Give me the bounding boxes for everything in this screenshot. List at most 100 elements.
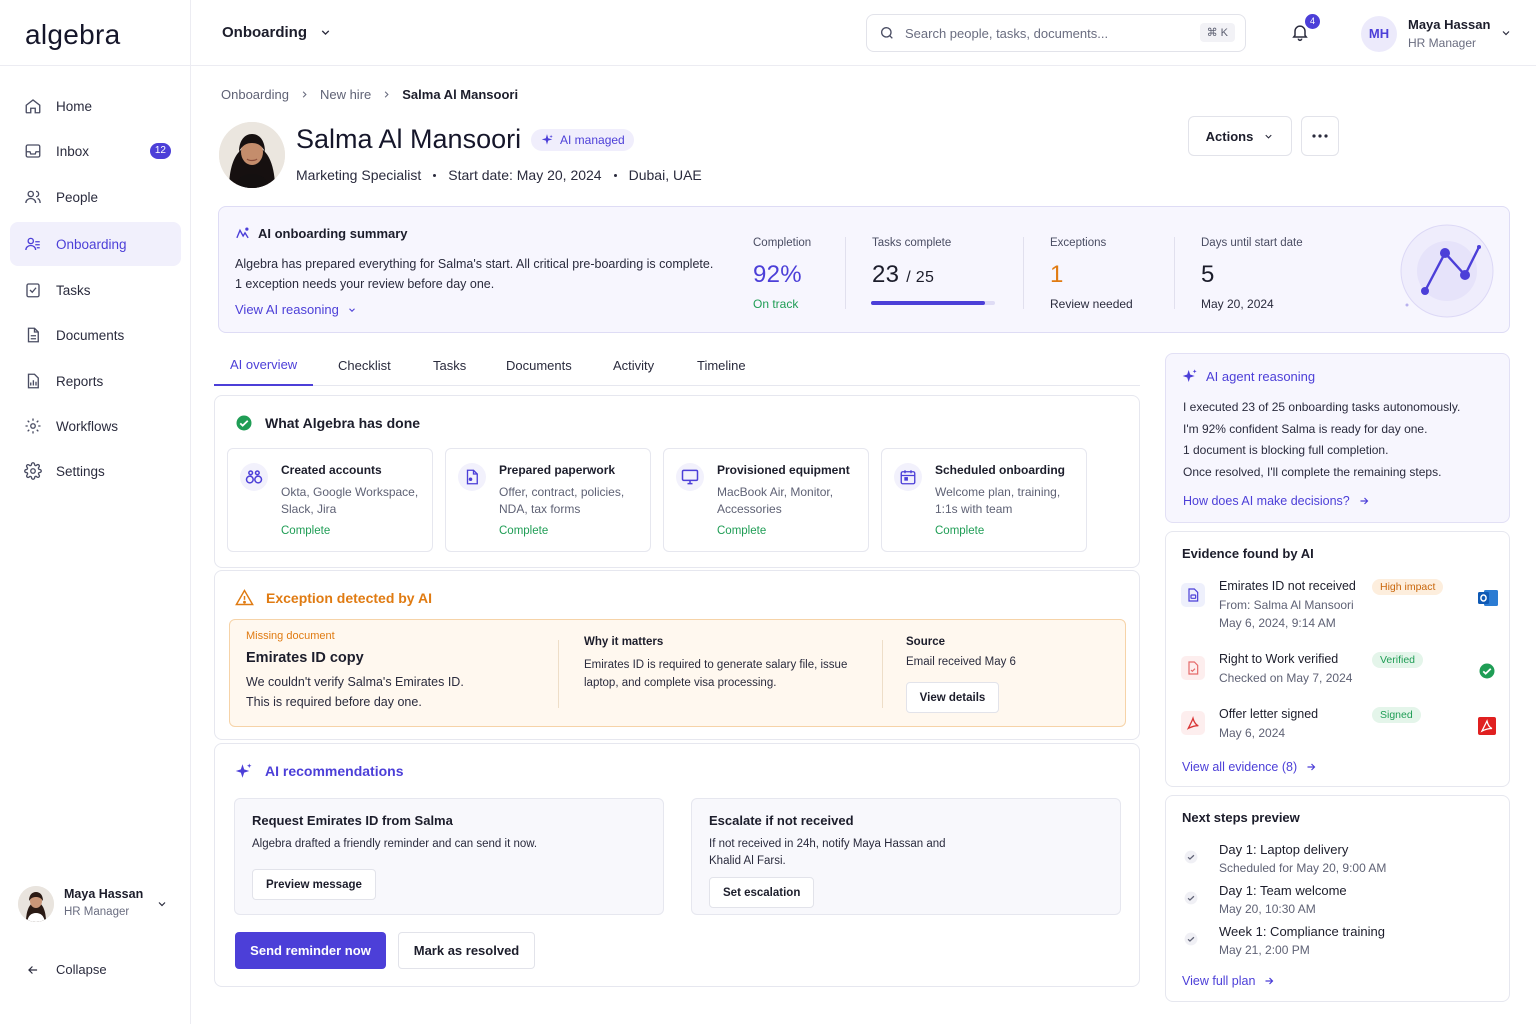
ai-recommendations-card: AI recommendations Request Emirates ID f… [214, 743, 1140, 987]
source-label: Source [906, 636, 945, 648]
sparkle-icon [540, 133, 554, 147]
breadcrumb-link[interactable]: Onboarding [221, 87, 289, 102]
done-item-title: Scheduled onboarding [935, 463, 1066, 477]
sidebar-item-workflows[interactable]: Workflows [10, 404, 181, 448]
sidebar-item-reports[interactable]: Reports [10, 359, 181, 403]
why-it-matters-label: Why it matters [584, 636, 664, 648]
tab-ai-overview[interactable]: AI overview [214, 345, 314, 386]
exceptions-stat: Exceptions 1 Review needed [1050, 237, 1133, 311]
next-step-title: Day 1: Laptop delivery [1219, 842, 1349, 857]
ai-network-illustration [1395, 221, 1499, 321]
stat-divider [1174, 237, 1175, 309]
next-step-title: Week 1: Compliance training [1219, 924, 1385, 939]
evidence-item-title: Right to Work verified [1219, 652, 1339, 666]
completed-work-header: What Algebra has done [235, 414, 420, 432]
signed-badge: Signed [1372, 707, 1421, 723]
done-item-paperwork[interactable]: Prepared paperwork Offer, contract, poli… [445, 448, 651, 552]
completed-work-card: What Algebra has done Created accounts O… [214, 395, 1140, 568]
collapse-label: Collapse [56, 962, 107, 977]
completion-status: On track [753, 297, 799, 311]
documents-icon [24, 326, 42, 344]
arrow-right-icon [1305, 761, 1317, 773]
tab-timeline[interactable]: Timeline [697, 358, 746, 373]
exception-type-label: Missing document [246, 630, 335, 642]
more-horizontal-icon [1312, 134, 1328, 138]
sidebar-item-home[interactable]: Home [10, 84, 181, 128]
done-item-desc: Okta, Google Workspace, Slack, Jira [281, 485, 419, 516]
profile-meta: Marketing Specialist Start date: May 20,… [296, 167, 702, 183]
sidebar-item-tasks[interactable]: Tasks [10, 268, 181, 312]
profile-photo [219, 122, 285, 188]
view-all-evidence-link[interactable]: View all evidence (8) [1182, 760, 1317, 774]
top-bar [191, 0, 1536, 66]
done-item-title: Created accounts [281, 463, 382, 477]
more-options-button[interactable] [1301, 116, 1339, 156]
view-full-plan-link[interactable]: View full plan [1182, 974, 1275, 988]
tab-documents[interactable]: Documents [506, 358, 572, 373]
actions-dropdown-button[interactable]: Actions [1188, 116, 1292, 156]
completion-value: 92% [753, 261, 802, 288]
done-item-desc: MacBook Air, Monitor, Accessories [717, 485, 834, 516]
notifications-button[interactable] [1290, 22, 1310, 42]
how-ai-decides-link[interactable]: How does AI make decisions? [1183, 494, 1370, 508]
sidebar-item-label: Reports [56, 373, 104, 389]
bell-icon [1290, 22, 1310, 42]
done-item-status: Complete [717, 525, 767, 537]
exception-title: Exception detected by AI [266, 589, 432, 606]
app-logo[interactable]: algebra [25, 19, 121, 50]
sidebar-item-documents[interactable]: Documents [10, 313, 181, 357]
calendar-icon [894, 463, 922, 491]
sidebar-user-menu[interactable]: Maya Hassan HR Manager [18, 884, 178, 924]
sidebar-item-label: Settings [56, 463, 105, 479]
module-switcher[interactable]: Onboarding [222, 24, 332, 41]
done-item-accounts[interactable]: Created accounts Okta, Google Workspace,… [227, 448, 433, 552]
mark-resolved-button[interactable]: Mark as resolved [398, 932, 535, 969]
header-user-avatar[interactable]: MH [1361, 16, 1397, 52]
done-item-equipment[interactable]: Provisioned equipment MacBook Air, Monit… [663, 448, 869, 552]
completed-work-title: What Algebra has done [265, 415, 421, 431]
sidebar-item-inbox[interactable]: Inbox 12 [10, 129, 181, 173]
send-reminder-button[interactable]: Send reminder now [235, 932, 386, 969]
view-ai-reasoning-link[interactable]: View AI reasoning [235, 302, 357, 317]
done-item-schedule[interactable]: Scheduled onboarding Welcome plan, train… [881, 448, 1087, 552]
exception-detail-box: Missing document Emirates ID copy We cou… [229, 619, 1126, 727]
view-all-evidence-label: View all evidence (8) [1182, 760, 1298, 774]
impact-badge: High impact [1372, 579, 1444, 595]
start-date-sub: May 20, 2024 [1201, 297, 1274, 311]
stat-divider [845, 237, 846, 309]
tab-tasks[interactable]: Tasks [433, 358, 467, 373]
exception-header: Exception detected by AI [235, 589, 432, 606]
sidebar-user-avatar [18, 886, 54, 922]
next-step-time: May 20, 10:30 AM [1219, 902, 1316, 916]
chevron-down-icon[interactable] [1500, 27, 1512, 39]
view-details-button[interactable]: View details [906, 682, 999, 713]
header-user-menu[interactable]: Maya Hassan HR Manager [1408, 17, 1490, 50]
header-user-name: Maya Hassan [1408, 17, 1491, 32]
tab-checklist[interactable]: Checklist [338, 358, 391, 373]
recommendation-title: Request Emirates ID from Salma [252, 813, 453, 828]
sidebar-item-people[interactable]: People [10, 175, 181, 219]
stat-label: Tasks complete [872, 237, 952, 249]
done-item-desc: Offer, contract, policies, NDA, tax form… [499, 485, 625, 516]
sidebar-item-settings[interactable]: Settings [10, 449, 181, 493]
checkmark-icon [1184, 891, 1198, 905]
set-escalation-button[interactable]: Set escalation [709, 877, 815, 908]
separator-dot [613, 173, 617, 177]
breadcrumb-link[interactable]: New hire [319, 87, 372, 102]
home-icon [24, 97, 42, 115]
summary-line: 1 exception needs your review before day… [235, 277, 495, 291]
reasoning-line: I executed 23 of 25 onboarding tasks aut… [1183, 400, 1461, 414]
module-label: Onboarding [222, 24, 307, 41]
sidebar-item-onboarding[interactable]: Onboarding [10, 222, 181, 266]
breadcrumb: Onboarding New hire Salma Al Mansoori [221, 87, 518, 102]
global-search-input[interactable]: Search people, tasks, documents... ⌘ K [866, 14, 1246, 52]
tab-activity[interactable]: Activity [613, 358, 655, 373]
preview-message-button[interactable]: Preview message [252, 869, 376, 900]
document-icon [458, 463, 486, 491]
done-item-title: Provisioned equipment [717, 463, 850, 477]
recommendation-desc: If not received in 24h, notify Maya Hass… [709, 838, 946, 867]
ai-managed-label: AI managed [560, 133, 625, 147]
people-icon [24, 188, 42, 206]
collapse-sidebar-button[interactable]: Collapse [26, 962, 107, 977]
chevron-right-icon [381, 89, 392, 100]
